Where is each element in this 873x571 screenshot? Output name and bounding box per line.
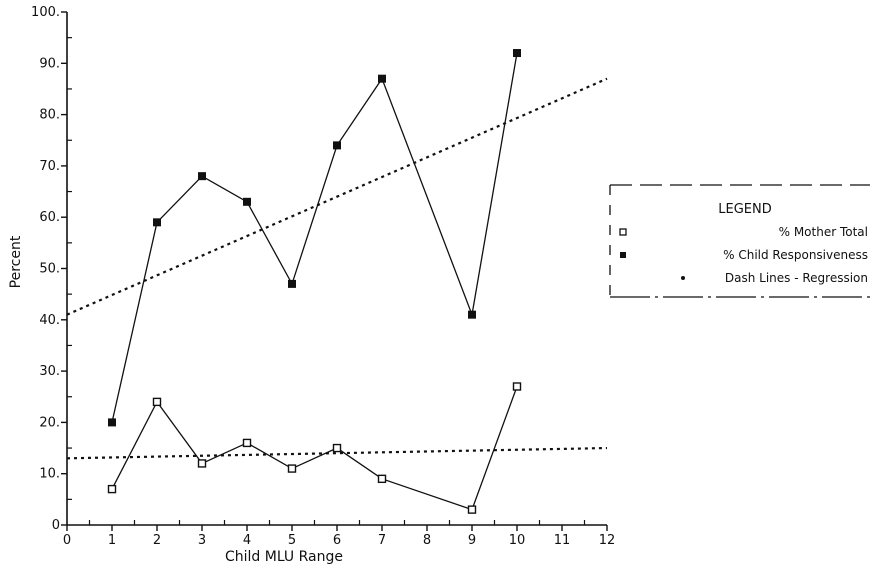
x-tick-label: 5 — [288, 533, 296, 548]
x-tick-label: 9 — [468, 533, 476, 548]
mother-total-marker — [332, 443, 342, 453]
x-tick-label: 10 — [509, 533, 526, 548]
y-tick-label: 10. — [39, 467, 60, 482]
child-responsiveness-marker — [333, 141, 341, 150]
regression-lines — [66, 77, 608, 460]
x-tick-label: 12 — [599, 533, 616, 548]
x-tick-label: 0 — [63, 533, 71, 548]
series-lines — [111, 52, 518, 511]
legend-marker-open-square — [619, 228, 627, 236]
legend-item-label: Dash Lines - Regression — [725, 271, 868, 285]
mother-total-marker — [377, 474, 387, 484]
y-tick-label: 40. — [39, 313, 60, 328]
regression-line — [66, 446, 608, 460]
y-axis-title: Percent — [8, 235, 24, 288]
child-responsiveness-marker — [513, 49, 521, 58]
y-tick-label: 90. — [39, 56, 60, 71]
x-tick-label: 8 — [423, 533, 431, 548]
child-responsiveness-marker — [468, 310, 476, 319]
x-tick-label: 4 — [243, 533, 251, 548]
legend-item-label: % Child Responsiveness — [723, 248, 868, 262]
x-tick-label: 7 — [378, 533, 386, 548]
child-responsiveness-marker — [153, 218, 161, 227]
y-tick-label: 80. — [39, 108, 60, 123]
mother-total-marker — [197, 459, 207, 468]
legend-marker-dot — [681, 276, 685, 280]
y-tick-label: 20. — [39, 415, 60, 430]
legend-item-label: % Mother Total — [779, 225, 868, 239]
x-tick-label: 2 — [153, 533, 161, 548]
child-responsiveness-marker — [288, 279, 296, 288]
y-tick-label: 50. — [39, 262, 60, 277]
mother-total-marker — [107, 484, 117, 494]
mother-total-marker — [512, 382, 522, 391]
y-tick-label: 30. — [39, 364, 60, 379]
mother-total-marker — [152, 397, 162, 407]
child-responsiveness-marker — [198, 172, 206, 181]
legend-marker-filled-square — [620, 252, 626, 258]
mother-total-marker — [467, 505, 477, 514]
series-line — [111, 52, 518, 423]
x-tick-label: 6 — [333, 533, 341, 548]
series-line — [111, 386, 518, 511]
mother-total-marker — [242, 438, 252, 448]
x-tick-label: 3 — [198, 533, 206, 548]
legend: LEGEND % Mother Total % Child Responsivene… — [609, 184, 870, 298]
child-responsiveness-marker — [108, 418, 116, 427]
child-responsiveness-marker — [243, 197, 251, 206]
data-markers — [107, 49, 522, 514]
regression-line — [66, 77, 608, 316]
x-axis-title: Child MLU Range — [225, 549, 343, 565]
axes: 010.20.30.40.50.60.70.80.90.100.0 1 2 3 4 5 6 7… — [31, 5, 615, 548]
x-tick-label: 1 — [108, 533, 116, 548]
mother-total-marker — [287, 464, 297, 473]
x-tick-label: 11 — [554, 533, 571, 548]
child-responsiveness-marker — [378, 74, 386, 83]
y-tick-label: 70. — [39, 159, 60, 174]
legend-title: LEGEND — [718, 202, 771, 217]
y-tick-label: 100. — [31, 5, 60, 20]
y-tick-label: 60. — [39, 210, 60, 225]
y-tick-label: 0 — [52, 518, 60, 533]
